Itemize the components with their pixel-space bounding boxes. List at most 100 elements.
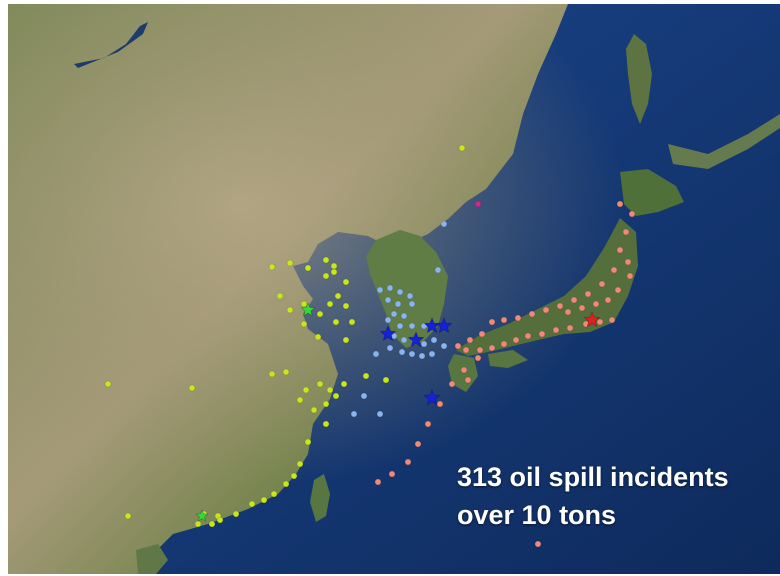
china-incident-marker [304,438,312,446]
china-incident-marker [104,380,112,388]
china-incident-marker [342,278,350,286]
korea-incident-marker [376,286,384,294]
china-incident-marker [362,372,370,380]
china-incident-marker [232,510,240,518]
major-spill-star-blue [407,331,425,348]
japan-incident-marker [478,330,486,338]
korea-incident-marker [396,288,404,296]
china-incident-marker [276,292,284,300]
korea-incident-marker [396,322,404,330]
land-kyushu [448,354,478,392]
japan-incident-marker [570,296,578,304]
china-incident-marker [268,370,276,378]
china-incident-marker [316,310,324,318]
map-canvas [8,4,780,574]
korea-incident-marker [440,342,448,350]
major-spill-star-blue [379,325,397,342]
china-incident-marker [302,386,310,394]
china-incident-marker [322,272,330,280]
china-incident-marker [332,318,340,326]
japan-incident-marker [608,316,616,324]
land-sakhalin [626,34,652,124]
japan-incident-marker [476,346,484,354]
china-incident-marker [382,376,390,384]
china-incident-marker [282,480,290,488]
korea-incident-marker [400,312,408,320]
japan-incident-marker [616,200,624,208]
china-incident-marker [304,264,312,272]
korea-incident-marker [440,220,448,228]
korea-incident-marker [398,348,406,356]
japan-incident-marker [566,324,574,332]
china-incident-marker [322,420,330,428]
china-incident-marker [322,256,330,264]
china-incident-marker [326,386,334,394]
china-incident-marker [286,306,294,314]
major-spill-star-blue [423,389,441,406]
china-incident-marker [248,500,256,508]
land-kurils [668,114,780,169]
china-incident-marker [314,333,322,341]
japan-incident-marker [610,266,618,274]
japan-incident-marker [564,308,572,316]
japan-incident-marker [616,246,624,254]
japan-incident-marker [626,272,634,280]
japan-incident-marker [448,380,456,388]
land-korea [366,230,448,348]
korea-incident-marker [420,322,428,330]
korea-incident-marker [418,352,426,360]
china-incident-marker [340,380,348,388]
japan-incident-marker [604,296,612,304]
japan-incident-marker [528,310,536,318]
land-taiwan [310,474,330,522]
korea-incident-marker [400,336,408,344]
map-caption: 313 oil spill incidents over 10 tons [457,458,777,534]
korea-incident-marker [372,350,380,358]
china-incident-marker [332,392,340,400]
china-incident-marker [342,302,350,310]
land-hainan [136,544,168,574]
japan-incident-marker [474,354,482,362]
china-incident-marker [188,384,196,392]
china-incident-marker [296,460,304,468]
japan-incident-marker [614,286,622,294]
japan-incident-marker [592,300,600,308]
major-spill-star-red [583,311,601,328]
japan-incident-marker [488,344,496,352]
china-incident-marker [194,520,202,528]
korea-incident-marker [386,284,394,292]
land-shikoku [488,350,528,368]
japan-incident-marker [598,280,606,288]
china-incident-marker [322,400,330,408]
japan-incident-marker [454,342,462,350]
russia-incident-marker [474,200,482,208]
japan-incident-marker [584,290,592,298]
japan-incident-marker [488,318,496,326]
china-incident-marker [124,512,132,520]
japan-incident-marker [514,314,522,322]
china-incident-marker [330,262,338,270]
japan-incident-marker [500,316,508,324]
japan-incident-marker [622,228,630,236]
china-incident-marker [208,520,216,528]
major-spill-star-green [195,509,209,522]
china-incident-marker [216,516,224,524]
korea-incident-marker [376,410,384,418]
japan-incident-marker [552,326,560,334]
japan-incident-marker [462,346,470,354]
china-incident-marker [268,263,276,271]
korea-incident-marker [384,316,392,324]
korea-incident-marker [406,292,414,300]
china-incident-marker [330,268,338,276]
japan-incident-marker [524,332,532,340]
lake-baikal [74,22,148,68]
china-incident-marker [296,396,304,404]
china-incident-marker [326,300,334,308]
china-incident-marker [270,490,278,498]
japan-incident-marker [628,210,636,218]
japan-incident-marker [404,458,412,466]
korea-incident-marker [360,392,368,400]
china-incident-marker [458,144,466,152]
japan-incident-marker [556,302,564,310]
japan-incident-marker [464,376,472,384]
